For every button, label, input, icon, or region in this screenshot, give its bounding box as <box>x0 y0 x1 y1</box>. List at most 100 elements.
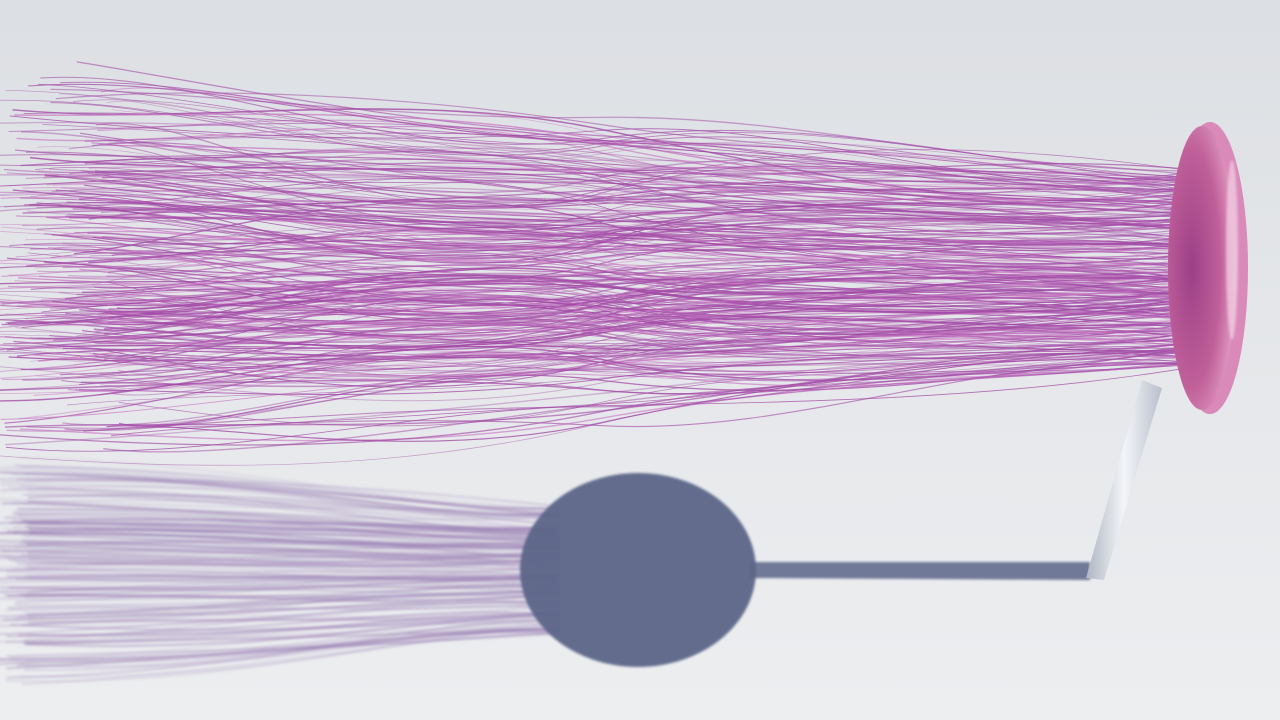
hair-strand <box>97 180 1196 212</box>
hair-strand <box>72 205 1196 245</box>
hair-strand <box>22 186 1196 215</box>
hair-strand <box>8 122 1196 187</box>
hair-shadow-strand <box>1 488 561 532</box>
hair-strand <box>108 141 1196 191</box>
hair-strand <box>118 319 1196 384</box>
hair-strand <box>50 252 1196 277</box>
hair-shadow-strand <box>0 489 561 531</box>
hair-strand <box>6 147 1196 185</box>
hair-strand <box>97 293 1196 342</box>
hair-shadow-strand <box>17 514 561 540</box>
hair-strand <box>0 358 1196 466</box>
hair-strand <box>44 175 1196 233</box>
hair-strand <box>93 254 1196 299</box>
hair-shadow-strand <box>29 532 561 548</box>
hair-shadow-strand <box>0 586 561 601</box>
hair-strand <box>59 243 1196 302</box>
hair-strand <box>12 108 1196 202</box>
hair-shadow-strand <box>12 512 561 542</box>
hair-strand <box>88 210 1196 251</box>
hair-shadow-strand <box>26 553 561 567</box>
hair-strand <box>36 198 1196 209</box>
hair-strand <box>67 352 1196 392</box>
hair-strand <box>103 310 1196 351</box>
hair-strand <box>83 350 1196 432</box>
hair-strand <box>20 130 1196 194</box>
hair-strand <box>0 265 1196 307</box>
hair-strand <box>0 228 1196 285</box>
hair-strand <box>42 124 1196 216</box>
hair-shadow-strand <box>21 622 561 644</box>
hair-strand <box>0 330 1196 372</box>
hair-strand <box>0 174 1196 184</box>
hair-strand <box>37 282 1196 325</box>
hair-shadow-strand <box>24 626 561 671</box>
hair-strand <box>0 348 1196 446</box>
hair-strand <box>16 125 1196 189</box>
hair-shadow-strand <box>27 491 561 517</box>
hair-strand <box>52 183 1196 230</box>
hair-shadow-strand <box>0 556 561 576</box>
hair-shadow-strand <box>23 614 561 647</box>
hair-strand <box>25 151 1196 202</box>
hair-strand <box>30 242 1196 307</box>
hair-shadow <box>0 457 561 685</box>
hair-shadow-strand <box>15 465 561 514</box>
hair-strand <box>65 202 1196 249</box>
hair-strand <box>98 144 1196 201</box>
hair-shadow-strand <box>0 618 561 643</box>
hair-strand <box>96 122 1196 209</box>
hair-strand <box>100 210 1196 259</box>
hair-shadow-strand <box>27 585 561 620</box>
stand-shadow <box>750 562 1090 580</box>
hair-shadow-strand <box>10 612 561 631</box>
hair-shadow-strand <box>24 556 561 570</box>
hair-strand <box>22 322 1196 381</box>
hair-strand <box>107 281 1196 335</box>
hair-shadow-strand <box>27 486 561 531</box>
hair-strand <box>8 317 1196 362</box>
hair-strand <box>0 294 1196 338</box>
hair-strand <box>0 290 1196 330</box>
hair-shadow-strand <box>18 575 561 597</box>
hair-shadow-strand <box>0 603 561 623</box>
hair-strand <box>10 261 1196 311</box>
hair-strand <box>7 312 1196 351</box>
hair-strand <box>85 289 1196 330</box>
hair-strand <box>89 248 1196 274</box>
hair-shadow-strand <box>0 632 561 665</box>
hair-strand <box>84 132 1196 181</box>
hair-strand <box>1 226 1196 276</box>
hair-strand <box>0 153 1196 183</box>
hair-strand <box>15 215 1196 269</box>
hair-strand <box>91 142 1196 228</box>
disc-shadow <box>520 473 756 667</box>
hair-strand <box>20 197 1196 231</box>
hair-strand <box>0 354 1196 402</box>
hair-strand <box>95 299 1196 348</box>
hair-shadow-strand <box>0 480 561 510</box>
hair-strand <box>117 330 1196 378</box>
hair-strand <box>106 358 1196 442</box>
hair-strand <box>0 277 1196 317</box>
hair-strand <box>36 227 1196 274</box>
hair-strand <box>82 323 1196 371</box>
hair-shadow-strand <box>26 629 561 645</box>
hair-strand <box>97 346 1196 396</box>
hair-strand <box>5 351 1196 428</box>
hair-strand <box>29 156 1196 215</box>
hair-strand <box>93 311 1196 333</box>
hair-shadow-strand <box>27 550 561 559</box>
hair-strand <box>37 337 1196 375</box>
hair-strand <box>21 215 1196 266</box>
hair-strand <box>5 353 1196 446</box>
hair-strand <box>94 171 1196 208</box>
stand-rod <box>1086 380 1162 580</box>
hair-shadow-strand <box>14 561 561 567</box>
hair-strand <box>103 361 1196 453</box>
hair-strand <box>13 295 1196 361</box>
hair-shadow-strand <box>25 525 561 537</box>
hair-strand <box>8 296 1196 335</box>
hair-strand <box>79 349 1196 395</box>
